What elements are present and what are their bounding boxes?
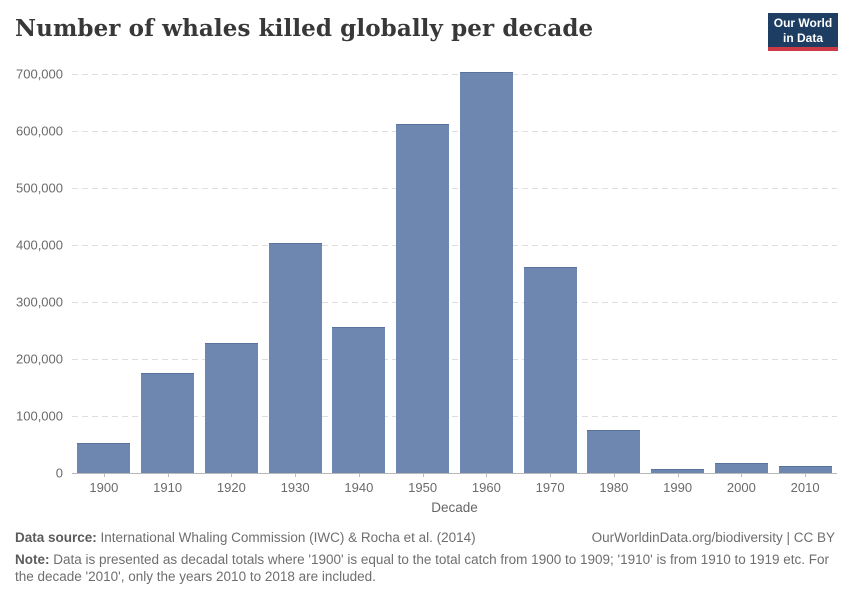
y-tick-label: 200,000 <box>16 351 63 367</box>
bar-1930[interactable] <box>268 243 322 473</box>
owid-logo-line2: in Data <box>782 31 823 45</box>
bar-1960[interactable] <box>459 72 513 473</box>
y-tick-label: 600,000 <box>16 123 63 139</box>
x-tick-label-1910: 1910 <box>153 480 183 495</box>
x-tick <box>677 473 679 477</box>
bar-1950[interactable] <box>396 124 450 473</box>
x-tick <box>103 473 105 477</box>
x-tick-label-1930: 1930 <box>280 480 310 495</box>
x-tick-label-1970: 1970 <box>535 480 565 495</box>
bar-1910[interactable] <box>141 372 195 473</box>
bar-1980[interactable] <box>587 429 641 473</box>
x-tick <box>805 473 807 477</box>
x-tick <box>295 473 297 477</box>
x-tick <box>486 473 488 477</box>
gridline <box>72 359 837 360</box>
bar-1940[interactable] <box>332 327 386 473</box>
bar-2010[interactable] <box>778 465 832 473</box>
data-source-label: Data source: <box>15 530 97 545</box>
bar-1900[interactable] <box>77 443 131 473</box>
x-tick-label-1920: 1920 <box>216 480 246 495</box>
data-source-line: Data source: International Whaling Commi… <box>15 530 476 545</box>
x-tick-label-1980: 1980 <box>599 480 629 495</box>
bar-1970[interactable] <box>523 266 577 473</box>
page-title: Number of whales killed globally per dec… <box>15 15 594 42</box>
note-label: Note: <box>15 552 50 567</box>
footer-note: Note: Data is presented as decadal total… <box>15 552 837 585</box>
note-text: Data is presented as decadal totals wher… <box>15 552 830 584</box>
x-tick <box>358 473 360 477</box>
x-tick-label-1940: 1940 <box>344 480 374 495</box>
y-tick-label: 700,000 <box>16 66 63 82</box>
attribution-link[interactable]: OurWorldinData.org/biodiversity | CC BY <box>591 530 835 545</box>
x-tick <box>167 473 169 477</box>
gridline <box>72 245 837 246</box>
x-tick-label-2010: 2010 <box>790 480 820 495</box>
x-axis-line <box>72 473 837 474</box>
gridline <box>72 74 837 75</box>
x-tick <box>231 473 233 477</box>
y-tick-label: 300,000 <box>16 294 63 310</box>
owid-logo-line1: Our World <box>773 16 833 30</box>
footer-sources-row: Data source: International Whaling Commi… <box>15 530 835 545</box>
bar-1920[interactable] <box>204 343 258 473</box>
x-tick <box>550 473 552 477</box>
x-tick-label-1950: 1950 <box>408 480 438 495</box>
plot-area: 0 100,000 200,000 300,000 400,000 500,000 600,… <box>16 67 837 495</box>
owid-logo[interactable]: Our World in Data <box>768 13 838 51</box>
data-source-text: International Whaling Commission (IWC) &… <box>96 530 476 545</box>
x-tick <box>741 473 743 477</box>
gridline <box>72 302 837 303</box>
y-tick-label: 0 <box>55 465 63 481</box>
y-tick-label: 500,000 <box>16 180 63 196</box>
bar-2000[interactable] <box>714 463 768 473</box>
x-tick-label-2000: 2000 <box>726 480 756 495</box>
y-tick-label: 400,000 <box>16 237 63 253</box>
x-tick <box>422 473 424 477</box>
x-tick <box>613 473 615 477</box>
x-tick-label-1960: 1960 <box>471 480 501 495</box>
bar-1990[interactable] <box>651 469 705 473</box>
gridline <box>72 188 837 189</box>
x-tick-label-1900: 1900 <box>89 480 119 495</box>
gridline <box>72 416 837 417</box>
x-axis-title: Decade <box>431 500 478 515</box>
gridline <box>72 131 837 132</box>
x-tick-label-1990: 1990 <box>663 480 693 495</box>
y-tick-label: 100,000 <box>16 408 63 424</box>
